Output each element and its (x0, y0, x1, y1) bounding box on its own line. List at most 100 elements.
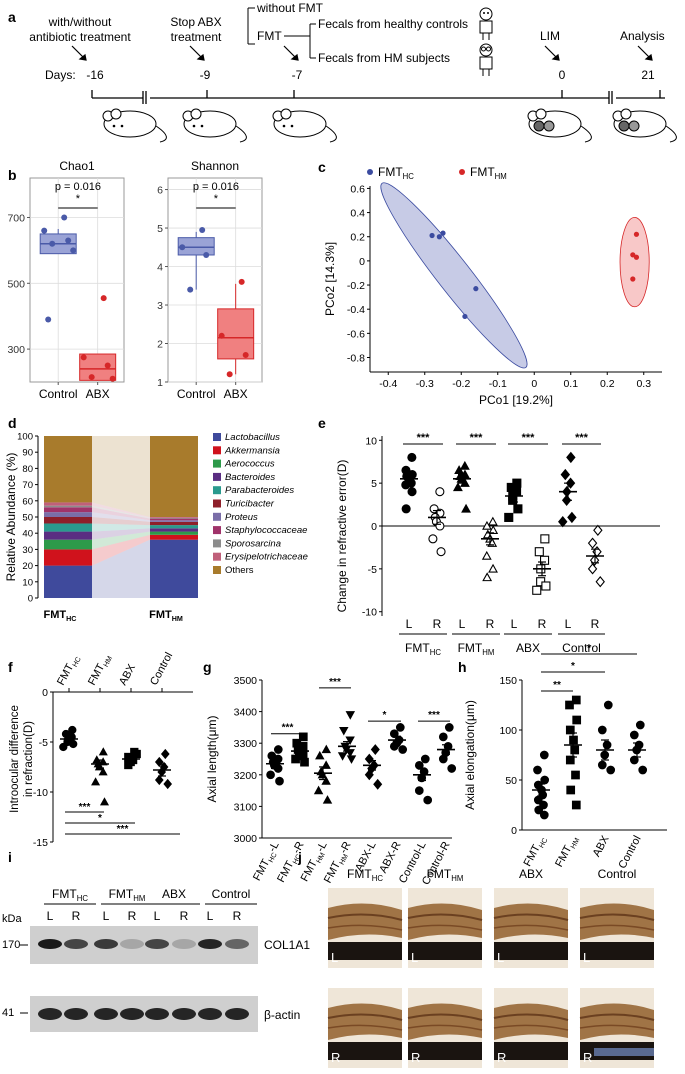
collagen-fiber (493, 913, 569, 921)
actin-band (145, 1008, 169, 1020)
choroid-layer (580, 942, 654, 960)
x-tick-label: FMTHM (149, 609, 183, 623)
data-point (560, 468, 571, 481)
significance-star: *** (522, 432, 536, 444)
y-tick-label: 0 (371, 521, 377, 533)
data-point (593, 524, 603, 536)
histology-image: R (327, 988, 403, 1068)
pigment-gap (594, 1048, 654, 1056)
data-point (364, 769, 374, 781)
sclera-layer (328, 903, 402, 940)
histology-column-label: FMTHC (347, 867, 383, 883)
data-point (570, 745, 580, 755)
y-axis-label-line2: in refraction(D) (23, 721, 35, 797)
x-tick-label: FMTHC (55, 653, 83, 689)
histology-image: L (493, 888, 569, 968)
x-tick-label: 0.3 (636, 378, 651, 390)
data-point (488, 525, 499, 535)
legend-label: Bacteroides (225, 472, 275, 483)
x-tick-label: R (486, 617, 495, 631)
data-point (629, 730, 639, 740)
legend-label: FMTHC (378, 165, 414, 181)
panel-letter-c: c (318, 159, 326, 175)
data-point (45, 316, 52, 323)
histology-image: L (579, 888, 655, 968)
mouse-eye (120, 124, 124, 128)
data-point (98, 767, 108, 776)
histology-grid: FMTHC FMTHM ABX Control L L L L R R R R (327, 867, 655, 1068)
histology-row-label: R (583, 1050, 592, 1065)
legend-marker (367, 169, 373, 175)
data-point (154, 774, 164, 786)
data-point (452, 482, 463, 492)
panel-letter-f: f (8, 659, 13, 675)
collagen-fiber (579, 1013, 655, 1021)
legend-label: Erysipelotrichaceae (225, 552, 308, 563)
data-point (638, 765, 648, 775)
mouse-ear (190, 108, 202, 120)
confidence-ellipse (619, 217, 650, 308)
group-label: ABX (516, 641, 540, 655)
actin-band (38, 1008, 62, 1020)
y-tick-label: 30 (22, 545, 33, 556)
lane-label: L (207, 909, 214, 923)
blot-group-label: FMTHC (52, 887, 88, 903)
x-tick-label: ABX (591, 833, 612, 859)
panel-c: c FMTHC FMTHM 0.6 0.4 0.2 0 -0.2 -0.4 -0.6 -0.8 -0… (318, 159, 662, 407)
data-point (597, 725, 607, 735)
data-point (482, 520, 492, 530)
sclera-layer (408, 1003, 482, 1040)
day-tick-label: 0 (559, 68, 566, 82)
data-point (567, 511, 577, 524)
legend-swatch (213, 566, 221, 574)
data-point (566, 451, 576, 464)
sclera-layer (580, 903, 654, 940)
mouse-ear (535, 108, 547, 120)
data-point (401, 504, 411, 514)
y-tick-label: 0.2 (350, 232, 365, 244)
y-tick-label: 10 (22, 577, 33, 588)
lane-label: R (128, 909, 137, 923)
mouse-eye (282, 124, 286, 128)
data-point (100, 295, 107, 302)
y-tick-label: -10 (33, 787, 48, 799)
mouse-icon (182, 108, 247, 143)
label-hm: Fecals from HM subjects (318, 51, 450, 65)
x-tick-label: FMTHC (44, 609, 77, 623)
data-point (313, 785, 324, 795)
data-point (346, 755, 357, 764)
legend-label: Staphylococcaceae (225, 525, 307, 536)
data-point (440, 230, 446, 236)
stacked-bar-segment (44, 517, 92, 524)
flow-band (92, 517, 150, 526)
panel-g: g 3000 3100 3200 3300 3400 3500 Axial length(μ… (203, 659, 457, 887)
y-axis-label-line1: Introocular difference (9, 705, 21, 813)
y-tick-label: -15 (33, 837, 48, 849)
x-tick-label: L (406, 617, 413, 631)
data-point (407, 487, 417, 497)
collagen-fiber (407, 924, 483, 931)
data-point (226, 371, 233, 378)
data-point (444, 723, 454, 732)
panel-letter-i: i (8, 849, 12, 865)
stacked-bar-segment (44, 436, 92, 503)
mouse-eye (112, 124, 116, 128)
y-tick-label: 700 (7, 212, 25, 224)
histology-image: L (327, 888, 403, 968)
y-tick-label: 3300 (234, 738, 258, 750)
x-tick-label: L (565, 617, 572, 631)
mouse-icon (102, 108, 167, 143)
data-point (488, 563, 498, 573)
y-tick-label: 3 (157, 300, 163, 312)
data-point (481, 550, 492, 560)
y-tick-label: 5 (157, 223, 163, 235)
x-tick-label: 0 (531, 378, 537, 390)
legend-swatch (213, 539, 221, 548)
data-point (436, 547, 446, 557)
legend-swatch (213, 526, 221, 535)
y-tick-label: 3000 (234, 833, 258, 845)
mouse-ear (620, 108, 632, 120)
legend-label: FMTHM (470, 165, 507, 181)
